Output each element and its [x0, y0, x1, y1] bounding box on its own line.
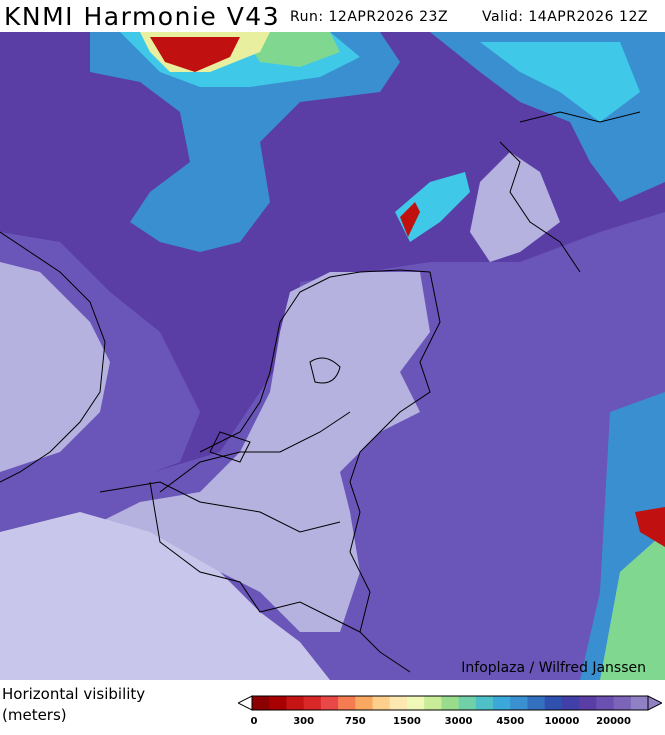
- colorbar: 0 300 750 1500 3000 4500 10000 20000: [236, 692, 664, 732]
- colorbar-swatch: [630, 696, 649, 710]
- colorbar-right-arrow: [647, 695, 664, 711]
- colorbar-swatch: [406, 696, 425, 710]
- map-credit: Infoplaza / Wilfred Janssen: [461, 660, 646, 676]
- colorbar-swatch: [475, 696, 494, 710]
- valid-time: Valid: 14APR2026 12Z: [482, 9, 648, 25]
- colorbar-tick-label: 0: [250, 716, 258, 727]
- colorbar-left-arrow: [236, 695, 253, 711]
- colorbar-swatch: [372, 696, 391, 710]
- france-light-field: [0, 512, 330, 680]
- colorbar-swatch: [458, 696, 477, 710]
- colorbar-swatch: [561, 696, 580, 710]
- colorbar-swatch: [320, 696, 339, 710]
- colorbar-swatch: [355, 696, 374, 710]
- colorbar-svg: [236, 695, 664, 711]
- legend-label-line1: Horizontal visibility: [2, 685, 146, 703]
- weather-map: Infoplaza / Wilfred Janssen: [0, 32, 665, 680]
- colorbar-swatch: [303, 696, 322, 710]
- colorbar-swatch: [493, 696, 511, 710]
- colorbar-tick-label: 4500: [496, 716, 525, 727]
- wadden-fog-red: [400, 202, 420, 237]
- colorbar-ticks: 0 300 750 1500 3000 4500 10000 20000: [238, 716, 662, 730]
- denmark-light-field: [470, 152, 560, 262]
- colorbar-swatch: [510, 696, 528, 710]
- colorbar-swatch: [441, 696, 460, 710]
- map-title: KNMI Harmonie V43: [4, 2, 281, 31]
- colorbar-swatch: [286, 696, 305, 710]
- colorbar-swatch: [389, 696, 408, 710]
- visibility-field: Infoplaza / Wilfred Janssen: [0, 32, 665, 680]
- colorbar-tick-label: 1500: [393, 716, 421, 727]
- borders-coastlines: [0, 111, 641, 673]
- north-fog-band: [90, 32, 400, 252]
- colorbar-tick-label: 750: [344, 716, 366, 727]
- legend: Horizontal visibility (meters) 0 300 750 15…: [0, 680, 665, 735]
- north-fog-red: [150, 37, 240, 72]
- southeast-fog-red: [635, 507, 665, 547]
- uk-light-field: [0, 262, 110, 472]
- colorbar-tick-label: 10000: [544, 716, 580, 727]
- legend-label: Horizontal visibility (meters): [2, 684, 202, 726]
- colorbar-swatch: [269, 696, 287, 710]
- southeast-fog-green: [600, 532, 665, 680]
- colorbar-swatch: [596, 696, 615, 710]
- colorbar-swatch: [424, 696, 442, 710]
- colorbar-swatch: [338, 696, 356, 710]
- scandinavia-fog-core: [480, 42, 640, 122]
- colorbar-tick-label: 300: [293, 716, 315, 727]
- colorbar-swatch: [252, 696, 270, 710]
- run-time: Run: 12APR2026 23Z: [290, 9, 449, 25]
- colorbar-swatch: [527, 696, 546, 710]
- colorbar-outline: [251, 695, 649, 711]
- colorbar-swatch: [613, 696, 632, 710]
- colorbar-tick-label: 20000: [596, 716, 631, 727]
- colorbar-swatch: [579, 696, 597, 710]
- colorbar-swatch: [544, 696, 563, 710]
- header: KNMI Harmonie V43 Run: 12APR2026 23Z Val…: [0, 0, 665, 32]
- legend-label-line2: (meters): [2, 706, 67, 724]
- colorbar-tick-label: 3000: [444, 716, 473, 727]
